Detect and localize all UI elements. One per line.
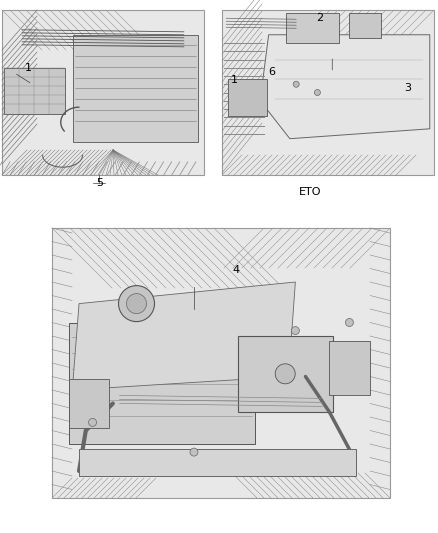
Circle shape xyxy=(119,286,155,321)
Bar xyxy=(52,228,390,498)
Circle shape xyxy=(88,418,96,426)
Polygon shape xyxy=(72,282,295,390)
Text: ETO: ETO xyxy=(299,187,321,197)
Circle shape xyxy=(346,319,353,327)
Circle shape xyxy=(291,327,299,335)
Circle shape xyxy=(127,294,146,313)
Polygon shape xyxy=(260,35,430,139)
Bar xyxy=(228,79,266,116)
Bar xyxy=(69,322,255,444)
Text: 3: 3 xyxy=(405,83,411,93)
Bar xyxy=(4,68,64,114)
Bar xyxy=(349,13,381,38)
Circle shape xyxy=(314,90,321,95)
Text: 1: 1 xyxy=(230,75,237,85)
Text: 2: 2 xyxy=(316,13,324,23)
Text: 4: 4 xyxy=(233,265,240,275)
Bar xyxy=(73,35,198,142)
Circle shape xyxy=(293,81,299,87)
Bar xyxy=(329,342,370,395)
Bar xyxy=(238,336,332,411)
Text: 6: 6 xyxy=(268,67,276,77)
Circle shape xyxy=(275,364,295,384)
Bar xyxy=(79,449,356,477)
Bar xyxy=(69,379,110,428)
Circle shape xyxy=(190,448,198,456)
Text: 5: 5 xyxy=(96,178,103,188)
Bar xyxy=(2,10,204,175)
Text: 1: 1 xyxy=(25,63,32,73)
Bar xyxy=(286,13,339,43)
Bar xyxy=(222,10,434,175)
